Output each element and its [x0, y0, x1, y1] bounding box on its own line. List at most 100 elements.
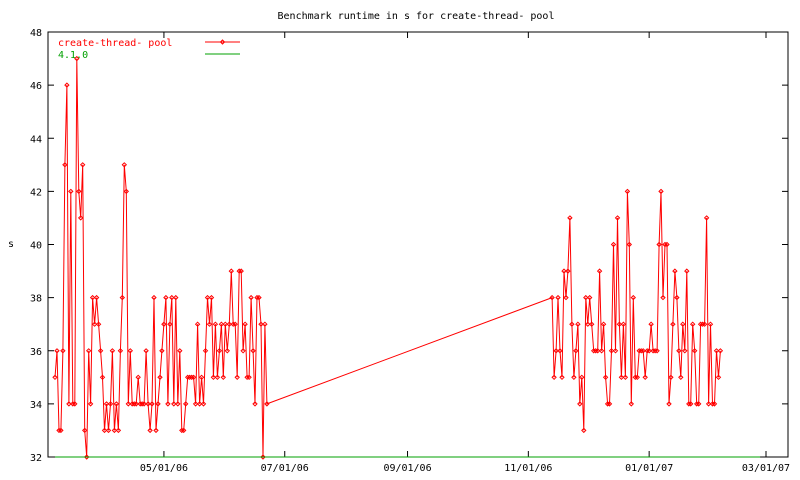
data-point [196, 401, 203, 407]
x-tick-label: 03/01/07 [742, 463, 790, 474]
data-point [137, 401, 143, 407]
data-point [135, 374, 141, 381]
data-point [194, 321, 201, 327]
data-point [202, 348, 209, 354]
data-point [691, 348, 698, 354]
data-point [60, 348, 66, 354]
y-tick-label: 44 [30, 134, 42, 145]
data-point [583, 294, 589, 301]
data-point [686, 401, 692, 407]
data-point [571, 374, 577, 381]
data-point [559, 374, 565, 381]
data-point [83, 454, 90, 460]
data-point [81, 427, 88, 434]
data-point [612, 348, 619, 354]
data-point [190, 374, 197, 381]
data-point [561, 268, 567, 274]
y-tick-label: 38 [30, 294, 42, 305]
data-point [604, 401, 611, 407]
data-point [179, 427, 185, 434]
data-point [256, 294, 262, 301]
data-point [577, 401, 583, 407]
data-point [598, 348, 605, 354]
x-tick-label: 09/01/06 [383, 463, 431, 474]
data-point [180, 427, 187, 434]
data-point [620, 321, 627, 327]
data-point [585, 321, 591, 327]
data-point [626, 241, 633, 248]
series-1 [52, 55, 724, 460]
data-point [212, 321, 219, 327]
data-point [656, 241, 662, 248]
data-point [153, 427, 159, 434]
data-point [121, 162, 128, 168]
data-point [107, 401, 114, 407]
data-point [707, 321, 714, 327]
data-point [101, 427, 108, 434]
data-point [250, 348, 256, 354]
y-tick-label: 42 [30, 187, 42, 198]
data-point [258, 321, 264, 327]
data-point [77, 215, 84, 221]
data-point [208, 294, 215, 301]
data-point [660, 294, 666, 301]
data-point [565, 268, 571, 274]
data-point [680, 321, 686, 327]
x-tick-label: 01/01/07 [625, 463, 673, 474]
data-point [658, 188, 664, 195]
data-point [123, 188, 130, 195]
data-point [602, 374, 609, 381]
data-point [87, 401, 94, 407]
data-point [573, 348, 579, 354]
data-point [630, 294, 637, 301]
data-point [91, 321, 98, 327]
y-tick-label: 40 [30, 241, 42, 252]
data-point [608, 348, 615, 354]
data-point [676, 348, 682, 354]
data-point [74, 55, 80, 62]
data-point [188, 374, 195, 381]
data-point [579, 374, 585, 381]
data-point [606, 401, 613, 407]
data-point [248, 294, 254, 301]
data-point [713, 348, 720, 354]
data-point [133, 401, 139, 407]
data-point [76, 188, 82, 195]
data-point [569, 321, 575, 327]
legend-label-series-2: 4.1.0 [58, 50, 88, 61]
data-point [594, 348, 601, 354]
data-point [628, 401, 635, 407]
data-point [646, 348, 652, 354]
data-point [596, 268, 603, 274]
data-point [224, 348, 231, 354]
data-point [58, 427, 64, 434]
data-point [161, 321, 167, 327]
y-tick-label: 36 [30, 347, 42, 358]
x-tick-label: 05/01/06 [140, 463, 188, 474]
data-point [198, 374, 205, 381]
data-point [234, 374, 240, 381]
data-point [614, 215, 621, 221]
data-point [214, 374, 221, 381]
data-point [226, 321, 233, 327]
data-point [165, 401, 171, 407]
data-point [642, 374, 648, 381]
data-point [72, 401, 78, 407]
data-point [79, 162, 86, 168]
series-line [54, 58, 721, 458]
data-point [687, 401, 694, 407]
data-point [167, 321, 173, 327]
data-point [222, 321, 229, 327]
data-point [125, 401, 132, 407]
data-point [206, 321, 213, 327]
data-point [549, 294, 555, 301]
data-point [557, 348, 563, 354]
data-point [246, 374, 252, 381]
data-point [210, 374, 217, 381]
data-point [159, 348, 165, 354]
data-point [674, 294, 680, 301]
data-point [618, 374, 625, 381]
data-point [163, 294, 169, 301]
data-point [260, 454, 266, 460]
